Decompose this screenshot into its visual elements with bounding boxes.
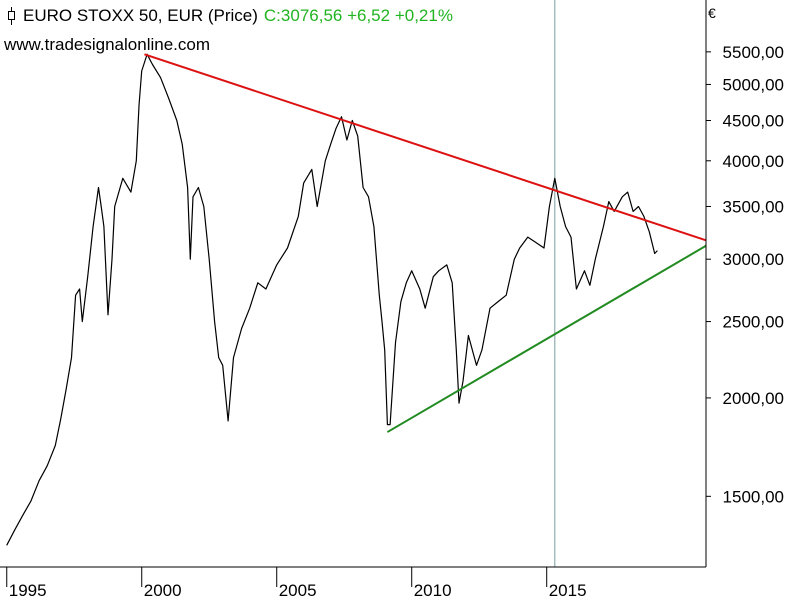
y-tick-label: 5000,00 — [723, 75, 784, 94]
price-change-readout: C:3076,56 +6,52 +0,21% — [263, 6, 453, 25]
chart-title: EURO STOXX 50, EUR (Price) — [23, 6, 258, 25]
resistance-trendline — [144, 53, 707, 242]
price-line — [6, 53, 658, 546]
y-axis-ticks: 5500,00 5000,00 4500,00 4000,00 3500,00 3000,… — [706, 43, 784, 506]
y-tick-label: 5500,00 — [723, 43, 784, 62]
candlestick-icon — [7, 7, 17, 25]
y-tick-label: 3000,00 — [723, 250, 784, 269]
x-tick-label: 2005 — [279, 581, 317, 600]
y-tick-label: 2500,00 — [723, 313, 784, 332]
y-tick-label: 4000,00 — [723, 152, 784, 171]
x-tick-label: 2010 — [414, 581, 452, 600]
y-tick-label: 4500,00 — [723, 111, 784, 130]
x-tick-label: 2000 — [144, 581, 182, 600]
x-tick-label: 1995 — [9, 581, 47, 600]
support-trendline — [386, 244, 707, 433]
x-tick-label: 2015 — [549, 581, 587, 600]
watermark: www.tradesignalonline.com — [4, 35, 210, 54]
currency-label: € — [708, 5, 716, 21]
y-tick-label: 3500,00 — [723, 197, 784, 216]
x-axis-ticks: 1995 2000 2005 2010 2015 — [6, 567, 587, 600]
y-tick-label: 1500,00 — [723, 487, 784, 506]
chart-header: EURO STOXX 50, EUR (Price) C:3076,56 +6,… — [7, 5, 453, 27]
y-tick-label: 2000,00 — [723, 389, 784, 408]
